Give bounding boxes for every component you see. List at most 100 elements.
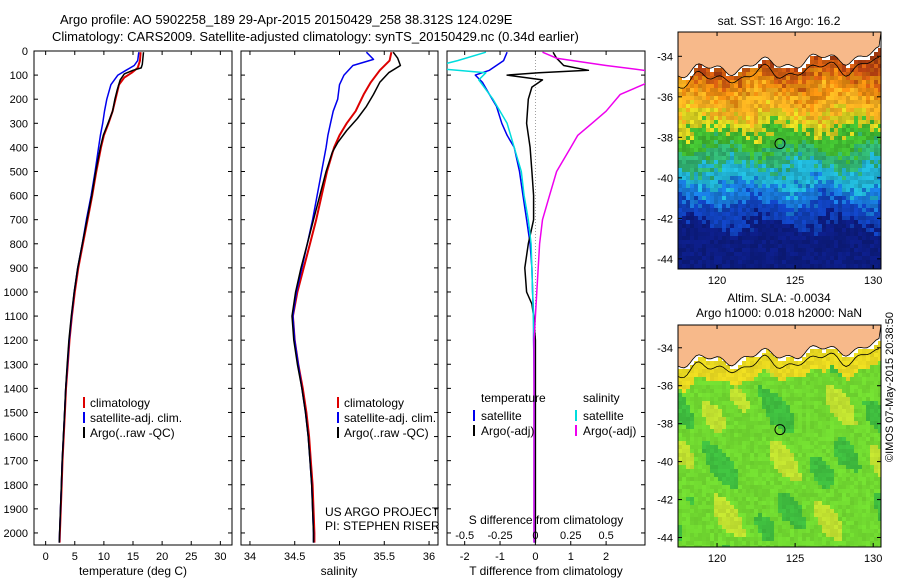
map-cell — [738, 236, 742, 240]
map-cell — [718, 401, 722, 405]
map-cell — [826, 457, 830, 461]
map-cell — [686, 228, 690, 232]
map-cell — [870, 132, 874, 136]
map-cell — [818, 477, 822, 481]
map-cell — [822, 84, 826, 88]
map-cell — [694, 204, 698, 208]
map-cell — [790, 517, 794, 521]
map-cell — [834, 104, 838, 108]
map-cell — [834, 397, 838, 401]
map-cell — [690, 116, 694, 120]
map-cell — [778, 240, 782, 244]
map-cell — [698, 128, 702, 132]
map-cell — [778, 200, 782, 204]
map-cell — [766, 136, 770, 140]
map-cell — [830, 389, 834, 393]
map-cell — [678, 252, 682, 256]
map-cell — [782, 76, 786, 80]
map-cell — [678, 493, 682, 497]
map-cell — [858, 405, 862, 409]
map-cell — [762, 76, 766, 80]
map-cell — [834, 64, 838, 68]
map-cell — [794, 160, 798, 164]
map-cell — [870, 517, 874, 521]
map-cell — [822, 501, 826, 505]
map-cell — [806, 485, 810, 489]
map-cell — [774, 140, 778, 144]
map-cell — [754, 445, 758, 449]
map-cell — [694, 497, 698, 501]
map-cell — [850, 64, 854, 68]
map-cell — [750, 529, 754, 533]
map-cell — [678, 144, 682, 148]
map-cell — [694, 244, 698, 248]
map-cell — [722, 248, 726, 252]
map-cell — [742, 421, 746, 425]
map-cell — [694, 180, 698, 184]
map-cell — [738, 537, 742, 541]
map-cell — [878, 361, 881, 365]
map-cell — [846, 152, 850, 156]
map-cell — [770, 148, 774, 152]
map-cell — [838, 172, 842, 176]
map-cell — [854, 228, 858, 232]
map-cell — [798, 116, 802, 120]
map-cell — [734, 489, 738, 493]
map-cell — [850, 529, 854, 533]
map-cell — [774, 357, 778, 361]
map-cell — [806, 489, 810, 493]
map-cell — [710, 228, 714, 232]
map-cell — [798, 240, 802, 244]
map-cell — [790, 481, 794, 485]
map-cell — [758, 156, 762, 160]
map-cell — [742, 481, 746, 485]
map-cell — [698, 184, 702, 188]
map-cell — [802, 501, 806, 505]
map-cell — [758, 405, 762, 409]
map-cell — [750, 373, 754, 377]
map-cell — [798, 417, 802, 421]
map-cell — [714, 156, 718, 160]
map-cell — [810, 64, 814, 68]
map-cell — [810, 457, 814, 461]
map-cell — [738, 120, 742, 124]
map-cell — [798, 216, 802, 220]
map-cell — [694, 517, 698, 521]
map-cell — [758, 168, 762, 172]
map-cell — [838, 525, 842, 529]
map-cell — [870, 120, 874, 124]
map-cell — [826, 509, 830, 513]
map-cell — [762, 505, 766, 509]
map-cell — [698, 180, 702, 184]
map-cell — [718, 493, 722, 497]
map-cell — [814, 108, 818, 112]
map-cell — [734, 112, 738, 116]
map-cell — [714, 152, 718, 156]
map-cell — [866, 377, 870, 381]
map-cell — [862, 224, 866, 228]
map-cell — [870, 381, 874, 385]
map-cell — [770, 457, 774, 461]
map-cell — [802, 68, 806, 72]
map-cell — [870, 409, 874, 413]
map-cell — [850, 68, 854, 72]
map-cell — [690, 509, 694, 513]
map-cell — [794, 465, 798, 469]
map-cell — [858, 445, 862, 449]
map-cell — [702, 409, 706, 413]
map-cell — [870, 116, 874, 120]
map-cell — [726, 244, 730, 248]
map-cell — [702, 72, 706, 76]
map-cell — [878, 433, 881, 437]
map-cell — [818, 240, 822, 244]
map-cell — [750, 365, 754, 369]
map-cell — [790, 505, 794, 509]
map-cell — [806, 180, 810, 184]
map-cell — [734, 104, 738, 108]
map-cell — [694, 252, 698, 256]
map-cell — [722, 220, 726, 224]
map-cell — [722, 80, 726, 84]
map-cell — [806, 260, 810, 264]
map-cell — [746, 184, 750, 188]
map-cell — [806, 537, 810, 541]
